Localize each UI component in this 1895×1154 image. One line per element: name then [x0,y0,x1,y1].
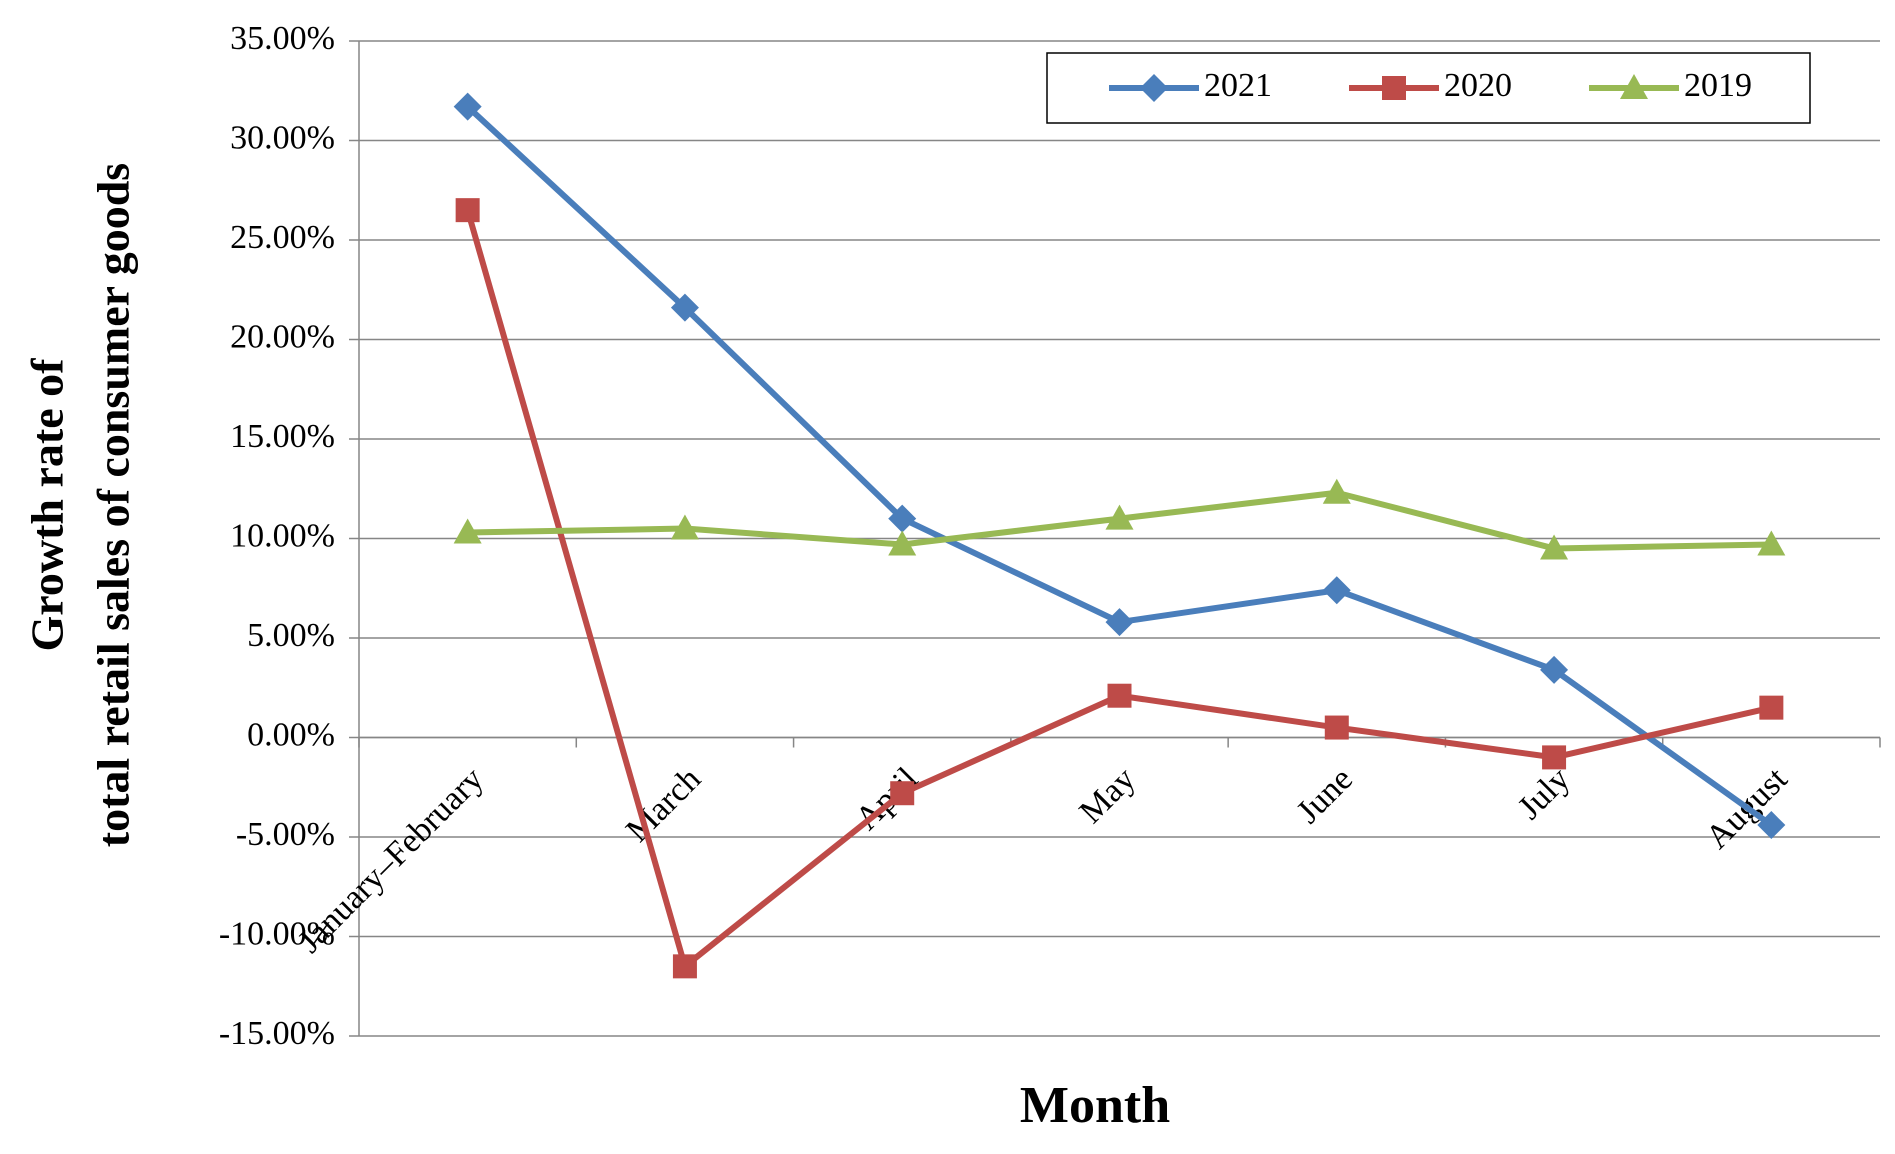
x-axis-title: Month [1020,1077,1170,1134]
legend-label: 2020 [1444,67,1512,104]
y-tick-label: 10.00% [230,517,335,554]
series-line [465,104,1774,828]
y-axis-title: Growth rate of [22,358,73,652]
legend-marker [1140,74,1168,102]
data-point [453,518,482,544]
data-point [1759,695,1784,720]
y-axis-title: total retail sales of consumer goods [88,163,139,847]
y-tick-label: -10.00% [219,915,335,952]
legend: 2021 2020 2019 [1046,52,1811,124]
data-point [1540,655,1569,684]
legend-marker [1382,76,1406,100]
y-tick-label: -5.00% [236,816,335,853]
data-point [1540,534,1569,560]
data-point [1105,608,1134,637]
y-tick-label: 5.00% [247,617,335,654]
data-point [1757,811,1786,840]
y-tick-label: 25.00% [230,219,335,256]
data-point [455,198,480,223]
data-point [1107,683,1132,708]
data-point [453,92,482,121]
data-point [670,514,699,540]
x-tick-label: July [1511,761,1577,827]
x-tick-label: May [1072,761,1142,831]
x-tick-label: June [1290,761,1360,831]
data-point [1757,530,1786,556]
legend-label: 2019 [1684,67,1752,104]
y-tick-label: 30.00% [230,119,335,156]
y-tick-label: 0.00% [247,716,335,753]
data-point [888,530,917,556]
data-point [1105,504,1134,530]
x-tick-label: January–February [291,761,491,961]
data-point [1324,715,1349,740]
legend-marker [1620,74,1648,99]
data-point [670,293,699,322]
y-tick-label: 35.00% [230,20,335,57]
y-tick-label: 15.00% [230,418,335,455]
data-point [1322,576,1351,605]
data-point [672,954,697,979]
y-tick-label: -15.00% [219,1015,335,1052]
legend-label: 2021 [1204,67,1272,104]
data-point [1322,478,1351,504]
series-line [464,209,1773,970]
data-point [888,504,917,533]
data-point [1542,745,1567,770]
y-tick-label: 20.00% [230,318,335,355]
data-point [890,781,915,806]
